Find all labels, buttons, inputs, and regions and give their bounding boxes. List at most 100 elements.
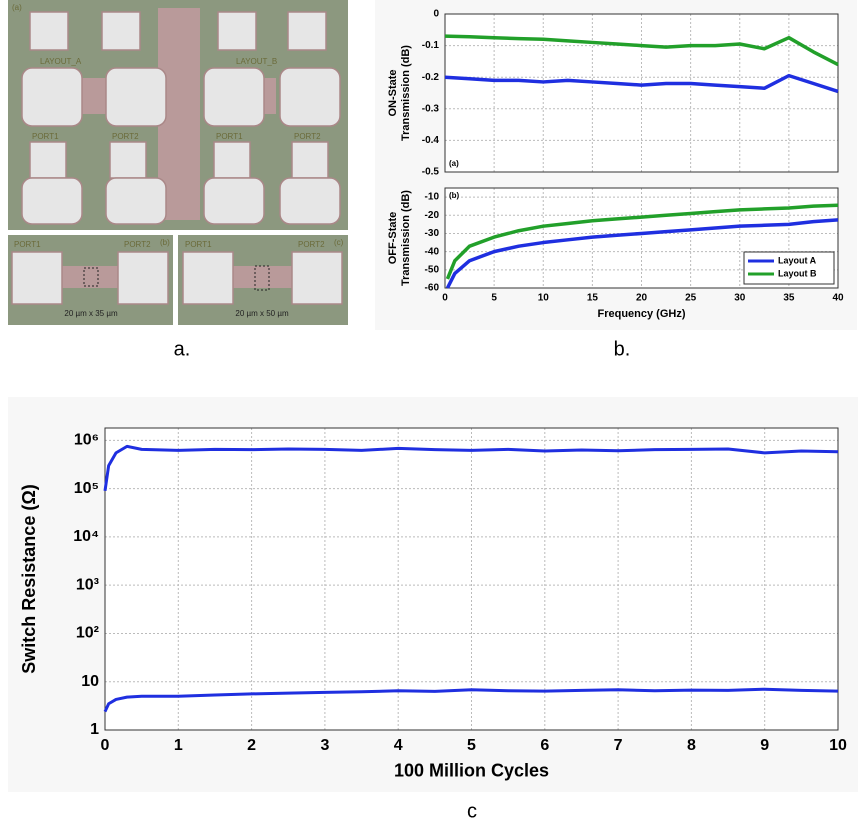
y-tick-label: -0.3 bbox=[422, 103, 440, 114]
pad bbox=[217, 11, 257, 51]
layout-region bbox=[60, 266, 122, 288]
y-tick-label: 1 bbox=[90, 721, 99, 738]
x-axis-label: 100 Million Cycles bbox=[394, 760, 549, 780]
pad bbox=[29, 11, 69, 51]
dimension-label: 20 µm x 50 µm bbox=[235, 309, 289, 318]
y-tick-label: 10⁴ bbox=[73, 528, 99, 545]
x-tick-label: 20 bbox=[636, 293, 648, 304]
pad bbox=[101, 11, 141, 51]
y-axis-label: ON-State bbox=[387, 69, 399, 116]
y-axis-label: OFF-State bbox=[387, 212, 399, 265]
x-tick-label: 6 bbox=[540, 737, 549, 754]
port-label: PORT1 bbox=[14, 240, 41, 249]
y-tick-label: -0.4 bbox=[422, 135, 440, 146]
y-tick-label: -40 bbox=[425, 246, 440, 257]
x-tick-label: 5 bbox=[491, 293, 497, 304]
series-line bbox=[444, 34, 839, 67]
x-tick-label: 8 bbox=[687, 737, 696, 754]
y-tick-label: -0.2 bbox=[422, 72, 440, 83]
pad bbox=[29, 141, 67, 179]
y-tick-label: 10³ bbox=[76, 576, 99, 593]
x-tick-label: 35 bbox=[783, 293, 795, 304]
series-line bbox=[103, 444, 839, 492]
inset-label: (c) bbox=[334, 238, 344, 247]
plot-frame bbox=[444, 13, 839, 173]
series-line bbox=[445, 203, 839, 280]
plot-frame bbox=[104, 427, 839, 731]
pad bbox=[203, 177, 265, 225]
y-axis-label: Switch Resistance (Ω) bbox=[19, 484, 39, 673]
panel-annotation: (a) bbox=[449, 159, 459, 168]
x-tick-label: 5 bbox=[467, 737, 476, 754]
plot-frame bbox=[444, 187, 839, 289]
x-tick-label: 30 bbox=[734, 293, 746, 304]
plot-area bbox=[105, 428, 838, 730]
y-tick-label: 0 bbox=[433, 9, 439, 20]
port-label: PORT2 bbox=[298, 240, 325, 249]
y-axis-label: Transmission (dB) bbox=[400, 190, 412, 286]
pad bbox=[105, 177, 167, 225]
x-tick-label: 25 bbox=[685, 293, 697, 304]
legend-label: Layout A bbox=[778, 255, 817, 265]
x-tick-label: 9 bbox=[760, 737, 769, 754]
y-tick-label: -10 bbox=[425, 192, 440, 203]
plot-area bbox=[445, 14, 838, 172]
y-tick-label: -60 bbox=[425, 283, 440, 294]
pad bbox=[109, 141, 147, 179]
legend-label: Layout B bbox=[778, 268, 817, 278]
x-tick-label: 3 bbox=[320, 737, 329, 754]
pad bbox=[11, 251, 63, 305]
inset-label: (b) bbox=[160, 238, 170, 247]
y-tick-label: -0.1 bbox=[422, 40, 440, 51]
y-tick-label: -50 bbox=[425, 264, 440, 275]
x-tick-label: 10 bbox=[829, 737, 847, 754]
pad bbox=[213, 141, 251, 179]
x-tick-label: 15 bbox=[587, 293, 599, 304]
port-label: PORT1 bbox=[216, 132, 243, 141]
x-tick-label: 7 bbox=[614, 737, 623, 754]
y-tick-label: -20 bbox=[425, 210, 440, 221]
pad bbox=[291, 251, 343, 305]
port-label: PORT1 bbox=[185, 240, 212, 249]
layout-label: LAYOUT_A bbox=[40, 57, 82, 66]
y-tick-label: -0.5 bbox=[422, 167, 440, 178]
pad bbox=[279, 177, 341, 225]
x-tick-label: 0 bbox=[442, 293, 448, 304]
port-label: PORT2 bbox=[294, 132, 321, 141]
x-tick-label: 1 bbox=[174, 737, 183, 754]
layout-region bbox=[230, 266, 294, 288]
y-tick-label: -30 bbox=[425, 228, 440, 239]
y-tick-label: 10² bbox=[76, 625, 99, 642]
x-tick-label: 10 bbox=[538, 293, 550, 304]
pad bbox=[279, 67, 341, 127]
pad bbox=[117, 251, 169, 305]
panel-annotation: (b) bbox=[449, 191, 460, 200]
legend-box bbox=[743, 251, 835, 285]
y-tick-label: 10⁵ bbox=[74, 480, 99, 497]
series-line bbox=[445, 218, 839, 289]
pad bbox=[291, 141, 329, 179]
panel-caption: a. bbox=[174, 338, 191, 360]
layout-region bbox=[80, 78, 110, 114]
pad bbox=[182, 251, 234, 305]
pad bbox=[21, 177, 83, 225]
layout-label: LAYOUT_B bbox=[236, 57, 277, 66]
micrograph-label: (a) bbox=[12, 3, 22, 12]
port-label: PORT1 bbox=[32, 132, 59, 141]
x-tick-label: 40 bbox=[832, 293, 844, 304]
pad bbox=[287, 11, 327, 51]
x-tick-label: 2 bbox=[247, 737, 256, 754]
switch-outline bbox=[254, 265, 270, 291]
x-tick-label: 4 bbox=[394, 737, 403, 754]
port-label: PORT2 bbox=[124, 240, 151, 249]
pad bbox=[203, 67, 265, 127]
y-tick-label: 10⁶ bbox=[74, 432, 99, 449]
port-label: PORT2 bbox=[112, 132, 139, 141]
x-tick-label: 0 bbox=[101, 737, 110, 754]
panel-caption: b. bbox=[614, 338, 631, 360]
micrograph: (a) LAYOUT_A LAYOUT_B PORT1 PORT2 PORT1 … bbox=[8, 0, 348, 325]
series-line bbox=[444, 73, 839, 94]
panel-caption: c bbox=[467, 800, 477, 822]
